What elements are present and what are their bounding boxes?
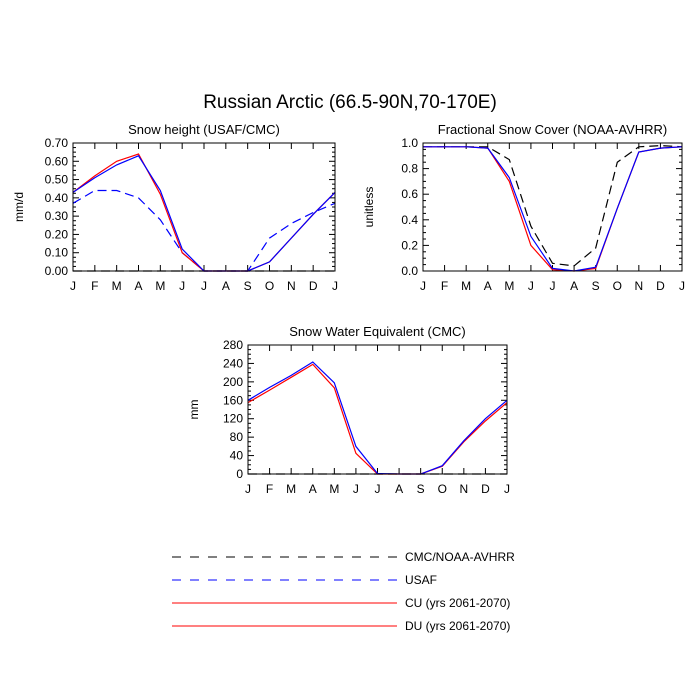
y-tick-label: 160 bbox=[223, 393, 243, 407]
panel-title: Snow Water Equivalent (CMC) bbox=[289, 324, 466, 339]
x-tick-label: S bbox=[417, 482, 425, 496]
y-tick-label: 0.10 bbox=[45, 246, 69, 260]
x-tick-label: A bbox=[134, 279, 142, 293]
y-tick-label: 0.50 bbox=[45, 173, 69, 187]
y-tick-label: 240 bbox=[223, 356, 243, 370]
x-tick-label: J bbox=[375, 482, 381, 496]
y-tick-label: 0.60 bbox=[45, 154, 69, 168]
x-tick-label: A bbox=[222, 279, 230, 293]
x-tick-label: A bbox=[309, 482, 317, 496]
y-tick-label: 0.8 bbox=[401, 162, 418, 176]
x-tick-label: D bbox=[309, 279, 318, 293]
chart-panel-2: Fractional Snow Cover (NOAA-AVHRR) unitle… bbox=[362, 122, 685, 293]
legend-item-3: CU (yrs 2061-2070) bbox=[172, 596, 510, 610]
x-tick-label: J bbox=[353, 482, 359, 496]
legend-label: USAF bbox=[405, 573, 437, 587]
x-tick-label: D bbox=[656, 279, 665, 293]
series-line-2 bbox=[247, 363, 508, 475]
y-tick-label: 1.0 bbox=[401, 136, 418, 150]
x-tick-label: J bbox=[679, 279, 685, 293]
figure-title: Russian Arctic (66.5-90N,70-170E) bbox=[203, 92, 497, 113]
legend-label: DU (yrs 2061-2070) bbox=[405, 619, 510, 633]
y-tick-label: 0.30 bbox=[45, 209, 69, 223]
y-tick-label: 0.4 bbox=[401, 213, 418, 227]
panel-title: Fractional Snow Cover (NOAA-AVHRR) bbox=[438, 122, 667, 137]
y-tick-label: 0.40 bbox=[45, 191, 69, 205]
y-tick-label: 0.0 bbox=[401, 264, 418, 278]
legend-label: CU (yrs 2061-2070) bbox=[405, 596, 510, 610]
x-tick-label: O bbox=[265, 279, 274, 293]
y-tick-label: 0 bbox=[236, 467, 243, 481]
x-tick-label: M bbox=[155, 279, 165, 293]
y-tick-label: 80 bbox=[230, 430, 244, 444]
series-line-3 bbox=[423, 146, 683, 272]
y-tick-label: 0.20 bbox=[45, 227, 69, 241]
x-tick-label: S bbox=[244, 279, 252, 293]
series-line-4 bbox=[72, 155, 336, 272]
legend: CMC/NOAA-AVHRR USAF CU (yrs 2061-2070) DU (… bbox=[172, 550, 515, 633]
x-tick-label: J bbox=[70, 279, 76, 293]
y-tick-label: 0.6 bbox=[401, 187, 418, 201]
y-tick-label: 40 bbox=[230, 449, 244, 463]
x-tick-label: N bbox=[287, 279, 296, 293]
x-tick-label: S bbox=[592, 279, 600, 293]
y-tick-label: 200 bbox=[223, 375, 243, 389]
series-line-3 bbox=[72, 153, 336, 272]
x-tick-label: J bbox=[528, 279, 534, 293]
y-tick-label: 0.70 bbox=[45, 136, 69, 150]
legend-item-1: CMC/NOAA-AVHRR bbox=[172, 550, 515, 564]
y-axis-label: mm bbox=[187, 400, 201, 420]
x-tick-label: J bbox=[550, 279, 556, 293]
y-tick-label: 0.00 bbox=[45, 264, 69, 278]
series-line-1 bbox=[423, 144, 683, 267]
y-tick-label: 120 bbox=[223, 412, 243, 426]
legend-label: CMC/NOAA-AVHRR bbox=[405, 550, 515, 564]
x-tick-label: J bbox=[420, 279, 426, 293]
x-tick-label: J bbox=[201, 279, 207, 293]
x-tick-label: A bbox=[395, 482, 403, 496]
x-tick-label: F bbox=[266, 482, 273, 496]
chart-panel-3: Snow Water Equivalent (CMC) mm 0 40 80 120 160… bbox=[187, 324, 510, 496]
x-tick-label: N bbox=[634, 279, 643, 293]
plot-frame bbox=[72, 142, 336, 272]
y-axis-label: mm/d bbox=[12, 192, 26, 222]
y-tick-label: 0.2 bbox=[401, 238, 418, 252]
panel-title: Snow height (USAF/CMC) bbox=[128, 122, 280, 137]
x-tick-label: J bbox=[504, 482, 510, 496]
x-tick-label: D bbox=[481, 482, 490, 496]
x-tick-label: F bbox=[91, 279, 98, 293]
y-tick-label: 280 bbox=[223, 338, 243, 352]
y-axis-label: unitless bbox=[362, 187, 376, 228]
x-tick-label: A bbox=[570, 279, 578, 293]
x-tick-label: O bbox=[613, 279, 622, 293]
x-tick-label: M bbox=[461, 279, 471, 293]
series-line-2 bbox=[72, 189, 336, 272]
x-tick-label: M bbox=[329, 482, 339, 496]
plot-frame bbox=[422, 142, 683, 272]
x-tick-label: M bbox=[504, 279, 514, 293]
legend-item-2: USAF bbox=[172, 573, 437, 587]
x-tick-label: F bbox=[441, 279, 448, 293]
legend-item-4: DU (yrs 2061-2070) bbox=[172, 619, 510, 633]
x-tick-label: A bbox=[484, 279, 492, 293]
x-tick-label: N bbox=[459, 482, 468, 496]
chart-panels: Snow height (USAF/CMC)mm/d0.000.100.200.… bbox=[12, 122, 685, 496]
x-tick-label: J bbox=[179, 279, 185, 293]
x-tick-label: M bbox=[112, 279, 122, 293]
chart-panel-1: Snow height (USAF/CMC) mm/d 0.00 0.10 0.20 0.… bbox=[12, 122, 338, 293]
series-line-2 bbox=[423, 146, 683, 272]
x-tick-label: M bbox=[286, 482, 296, 496]
series-line-3 bbox=[247, 361, 508, 475]
plot-frame bbox=[247, 344, 508, 475]
x-tick-label: O bbox=[438, 482, 447, 496]
x-tick-label: J bbox=[332, 279, 338, 293]
x-tick-label: J bbox=[245, 482, 251, 496]
